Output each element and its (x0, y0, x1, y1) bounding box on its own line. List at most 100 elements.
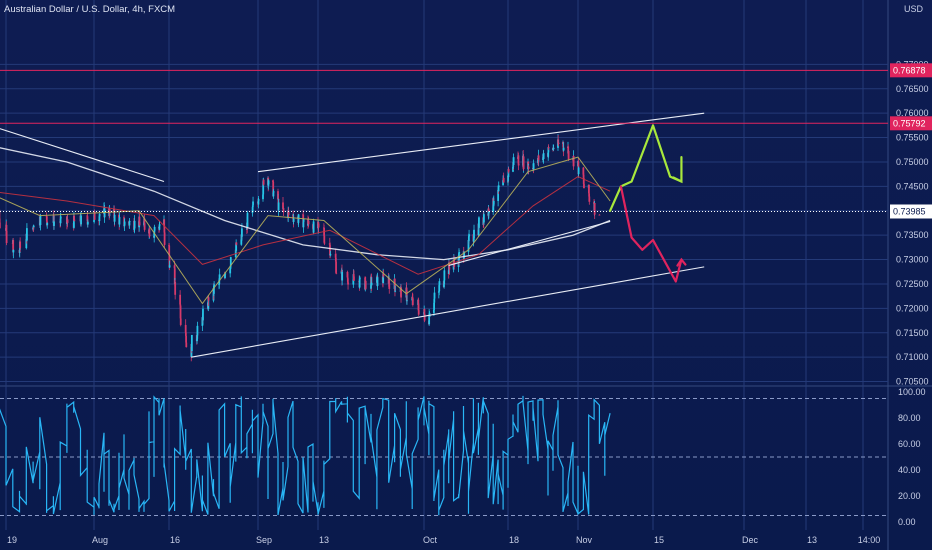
candle-body (108, 209, 111, 213)
candle-body (582, 177, 585, 185)
candle-body (482, 214, 485, 223)
candle-body (224, 273, 227, 275)
price-tick-label: 0.72000 (896, 303, 929, 313)
trendline-channel-bottom[interactable] (191, 266, 705, 358)
candle-body (5, 224, 8, 231)
candle-body (537, 155, 540, 161)
candle-body (86, 221, 89, 225)
candle-body (272, 191, 275, 193)
candle-body (179, 294, 182, 305)
time-tick-label: Sep (256, 535, 272, 545)
candle-body (163, 232, 166, 245)
candle-body (0, 218, 1, 223)
moving-average-red (0, 176, 611, 275)
price-tag-resistance (890, 63, 932, 78)
candle-body (497, 189, 500, 201)
candle-body (45, 216, 48, 222)
candle-body (346, 278, 349, 283)
candle-body (207, 297, 210, 301)
candle-body (93, 211, 96, 220)
oscillator-tick-label: 80.00 (898, 413, 921, 423)
time-axis[interactable]: 19 Aug 16 Sep 13 Oct 18 Nov 15 Dec 13 14:00 (7, 535, 880, 545)
candle-body (448, 267, 451, 270)
candle-body (267, 180, 270, 185)
price-tag-label: 0.75792 (893, 118, 926, 128)
price-tick-label: 0.76500 (896, 84, 929, 94)
moving-average-yellow (0, 156, 611, 305)
candle-body (347, 282, 349, 285)
trendline-inner-upper[interactable] (448, 220, 611, 266)
time-tick-label: Dec (742, 535, 759, 545)
candle-body (428, 314, 431, 325)
candle-body (297, 214, 300, 220)
candle-body (400, 287, 402, 298)
candle-body (282, 202, 284, 209)
candle-body (128, 222, 131, 226)
candle-body (423, 313, 426, 321)
candle-body (388, 283, 391, 289)
oscillator-axis[interactable]: 100.00 80.00 60.00 40.00 20.00 0.00 (898, 387, 926, 527)
candle-body (229, 257, 232, 266)
candle-body (158, 225, 161, 230)
price-axis[interactable]: 0.770000.765000.760000.755000.750000.745… (890, 59, 932, 387)
candle-body (148, 228, 151, 236)
oscillator-tick-label: 40.00 (898, 465, 921, 475)
candle-body (168, 245, 171, 256)
oscillator-tick-label: 20.00 (898, 491, 921, 501)
candle-body (382, 274, 385, 284)
candle-body (163, 219, 166, 227)
time-tick-label: 14:00 (858, 535, 881, 545)
oscillator-pane[interactable] (0, 395, 888, 516)
candle-body (302, 222, 305, 228)
candle-body (32, 225, 35, 228)
projection-arrow-bullish (672, 155, 683, 184)
candle-body (522, 156, 525, 170)
candle-body (196, 325, 199, 336)
candle-body (0, 222, 1, 229)
price-tag-label: 0.73985 (893, 206, 926, 216)
candle-body (468, 234, 470, 237)
candle-body (567, 150, 570, 160)
candle-body (353, 276, 355, 281)
candle-body (406, 300, 408, 302)
projection-bullish[interactable] (609, 124, 683, 212)
price-pane[interactable] (0, 69, 888, 362)
candle-body (527, 166, 530, 169)
candle-body (463, 251, 466, 257)
candle-body (282, 210, 285, 212)
price-tick-label: 0.73500 (896, 230, 929, 240)
candle-body (168, 265, 171, 268)
candle-body (588, 184, 590, 194)
candle-body (341, 271, 344, 281)
candle-body (312, 221, 315, 233)
projection-bearish[interactable] (619, 185, 683, 283)
price-tick-label: 0.72500 (896, 279, 929, 289)
candle-body (562, 147, 565, 151)
candle-body (453, 262, 456, 267)
candle-body (173, 268, 176, 285)
candle-body (478, 217, 480, 228)
candle-body (246, 212, 249, 228)
candle-body (382, 274, 385, 277)
candle-body (370, 282, 373, 286)
candle-body (572, 156, 575, 167)
candle-body (39, 215, 42, 225)
candle-body (417, 310, 420, 315)
trendline-early-white[interactable] (0, 113, 165, 183)
candle-body (218, 274, 221, 278)
candle-body (393, 278, 396, 286)
price-tag-current (890, 204, 932, 219)
candle-body (317, 222, 320, 224)
candle-body (196, 338, 198, 342)
candle-body (458, 252, 461, 254)
candle-body (335, 261, 337, 273)
candle-body (329, 244, 331, 255)
candle-body (179, 305, 182, 319)
candle-body (143, 218, 146, 224)
candle-body (487, 208, 490, 214)
candle-body (512, 157, 515, 165)
oscillator-line (0, 395, 611, 516)
candle-body (113, 214, 116, 222)
candle-body (438, 281, 441, 286)
